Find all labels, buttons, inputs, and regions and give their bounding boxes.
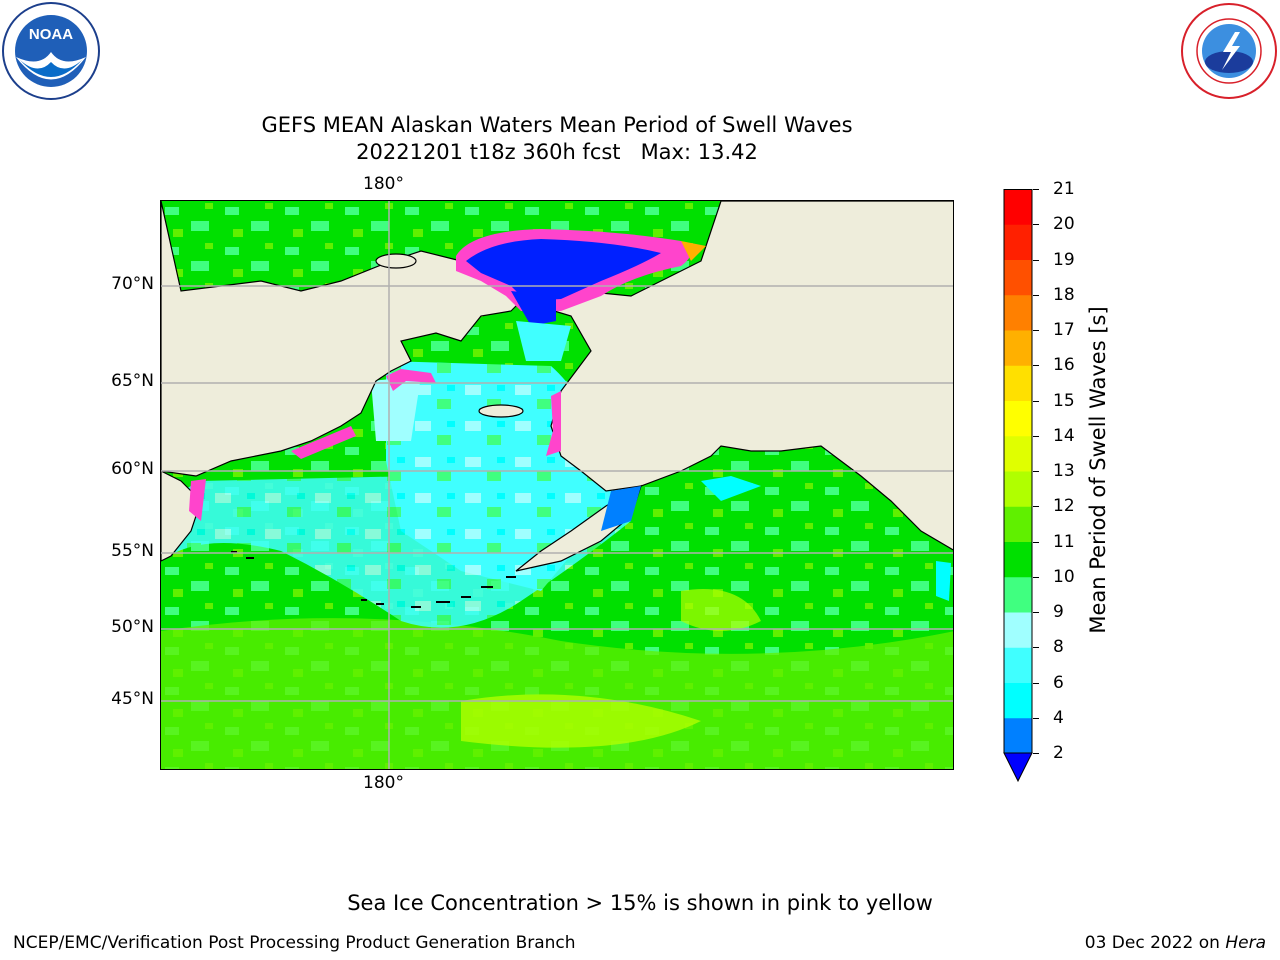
colorbar-tick-label: 21 [1053, 179, 1075, 199]
colorbar-tick-label: 17 [1053, 320, 1075, 340]
lat-label-55: 55°N [111, 541, 154, 561]
chart-subtitle: 20221201 t18z 360h fcst Max: 13.42 [356, 140, 758, 164]
colorbar-segment [1004, 471, 1032, 507]
footer-host: Hera [1225, 933, 1266, 953]
colorbar-segment [1004, 647, 1032, 683]
footer-date-text: 03 Dec 2022 on [1084, 933, 1226, 953]
colorbar-tick [1033, 400, 1039, 402]
colorbar-svg [1003, 189, 1033, 783]
colorbar-tick [1033, 612, 1039, 613]
colorbar-tick [1033, 224, 1039, 226]
colorbar-tick [1033, 682, 1039, 684]
lat-label-50: 50°N [111, 617, 154, 637]
colorbar-segment [1004, 717, 1032, 754]
colorbar-tick-label: 4 [1053, 707, 1064, 728]
colorbar-segment [1004, 189, 1032, 225]
colorbar-tick-label: 11 [1053, 531, 1075, 552]
aleutian-islands [231, 551, 516, 608]
colorbar-tick-label: 6 [1053, 672, 1064, 693]
colorbar-tick-label: 14 [1053, 425, 1075, 446]
land-siberia [161, 201, 522, 477]
noaa-logo: NOAA [2, 2, 100, 100]
footer-credit: NCEP/EMC/Verification Post Processing Pr… [13, 933, 576, 953]
colorbar-segment [1004, 506, 1032, 542]
colorbar-segment [1004, 259, 1032, 296]
colorbar-tick [1033, 189, 1039, 190]
colorbar-tick [1033, 541, 1039, 543]
colorbar-tick-label: 13 [1053, 461, 1075, 481]
colorbar-segment [1004, 682, 1032, 719]
lat-label-65: 65°N [111, 371, 154, 391]
colorbar-under-arrow [1003, 752, 1033, 783]
colorbar-tick [1033, 506, 1039, 508]
nws-logo [1180, 2, 1278, 100]
colorbar-segment [1004, 330, 1032, 366]
colorbar-tick-label: 12 [1053, 496, 1075, 517]
land-alaska [520, 201, 953, 551]
chart-title: GEFS MEAN Alaskan Waters Mean Period of … [261, 113, 853, 137]
lat-label-45: 45°N [111, 689, 154, 709]
colorbar-tick-label: 19 [1053, 249, 1075, 270]
colorbar-tick-label: 20 [1053, 214, 1075, 235]
colorbar-segment [1004, 612, 1032, 648]
colorbar-tick-label: 18 [1053, 284, 1075, 305]
colorbar-tick [1033, 259, 1039, 261]
colorbar-segment [1004, 294, 1032, 331]
colorbar-tick [1033, 717, 1039, 719]
colorbar-segment [1004, 435, 1032, 472]
colorbar-title: Mean Period of Swell Waves [s] [1086, 306, 1110, 634]
colorbar-tick [1033, 330, 1039, 331]
colorbar-segment [1004, 541, 1032, 578]
lon-label-bottom: 180° [363, 773, 404, 793]
colorbar-tick-label: 10 [1053, 566, 1075, 587]
colorbar-tick [1033, 435, 1039, 437]
colorbar-tick-label: 16 [1053, 355, 1075, 376]
colorbar-tick-label: 8 [1053, 637, 1064, 658]
colorbar-tick [1033, 471, 1039, 472]
sea-ice-note: Sea Ice Concentration > 15% is shown in … [347, 891, 933, 915]
swell-period-map [161, 201, 953, 769]
colorbar-tick [1033, 294, 1039, 296]
nws-logo-icon [1181, 3, 1277, 99]
colorbar-tick-label: 2 [1053, 743, 1064, 763]
colorbar-segment [1004, 400, 1032, 437]
lon-label-top: 180° [363, 174, 404, 194]
colorbar-tick [1033, 753, 1039, 754]
colorbar-tick [1033, 576, 1039, 578]
colorbar-tick-label: 9 [1053, 602, 1064, 622]
noaa-logo-text: NOAA [29, 26, 73, 43]
colorbar-tick [1033, 365, 1039, 367]
colorbar-tick-label: 15 [1053, 390, 1075, 411]
noaa-logo-icon: NOAA [2, 2, 100, 100]
lat-label-60: 60°N [111, 459, 154, 479]
colorbar-segment [1004, 365, 1032, 401]
lat-label-70: 70°N [111, 274, 154, 294]
graticule [161, 201, 953, 769]
colorbar-segment [1004, 576, 1032, 613]
footer-date: 03 Dec 2022 on Hera [1085, 932, 1266, 954]
colorbar [1003, 189, 1033, 783]
colorbar-segment [1004, 224, 1032, 260]
map-panel [160, 200, 954, 770]
colorbar-tick [1033, 647, 1039, 649]
